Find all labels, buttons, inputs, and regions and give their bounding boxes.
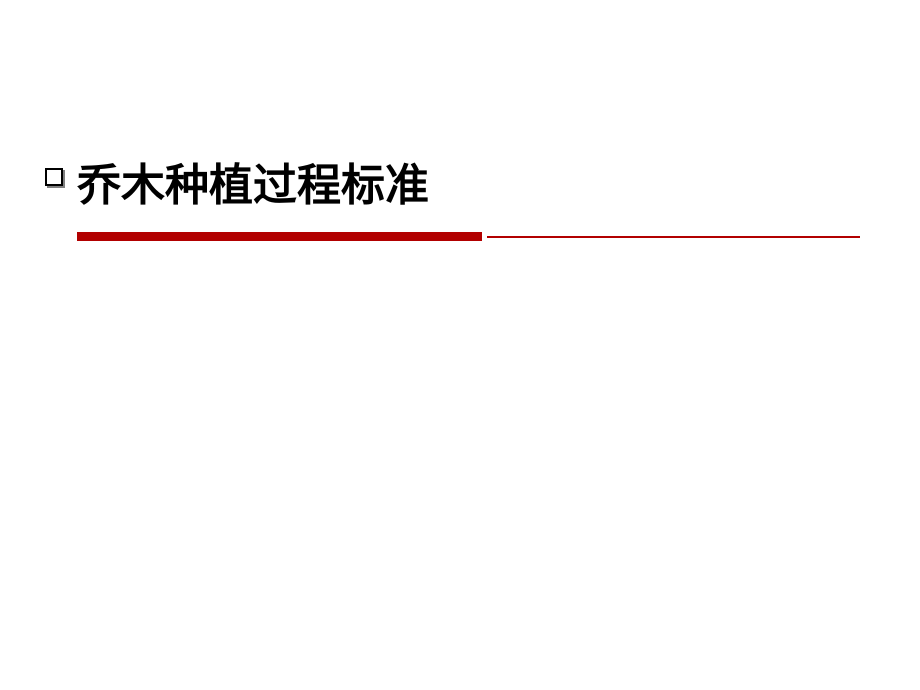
title-block: 乔木种植过程标准 [77,162,857,210]
title-bullet-icon [45,168,63,186]
slide-title: 乔木种植过程标准 [77,162,857,210]
underline-thin-bar [487,236,860,238]
underline-thick-bar [77,232,482,241]
title-underline [77,232,860,241]
slide: 乔木种植过程标准 [0,0,920,690]
